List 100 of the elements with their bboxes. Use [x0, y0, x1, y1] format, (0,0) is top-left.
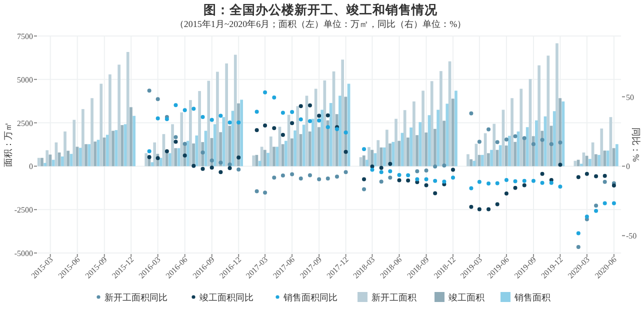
point	[415, 169, 420, 174]
point	[594, 204, 598, 208]
point	[147, 88, 152, 93]
point	[513, 179, 518, 184]
point	[192, 164, 196, 168]
bar	[312, 118, 314, 166]
bar	[370, 150, 374, 166]
bar	[520, 88, 523, 166]
bar	[422, 90, 424, 166]
point	[210, 166, 214, 170]
point	[236, 168, 241, 172]
bar	[90, 98, 94, 166]
point	[308, 103, 312, 108]
bar	[284, 140, 288, 166]
point	[602, 180, 607, 184]
bar	[37, 158, 40, 166]
point	[469, 186, 474, 190]
point	[254, 128, 259, 132]
y2-tick-label: 50	[626, 92, 634, 102]
bar	[430, 81, 434, 166]
bar	[410, 127, 412, 166]
point	[200, 150, 205, 154]
bar	[281, 144, 284, 166]
bar	[64, 131, 66, 166]
bar	[406, 138, 410, 166]
point	[379, 170, 384, 174]
point	[415, 177, 420, 182]
bar	[106, 134, 109, 166]
point	[344, 150, 348, 154]
point	[406, 178, 410, 183]
bar	[88, 144, 91, 166]
point	[486, 207, 491, 212]
bar	[504, 146, 508, 166]
point	[182, 154, 187, 158]
bar	[612, 148, 616, 166]
point	[602, 201, 607, 206]
point	[540, 180, 544, 185]
bar	[508, 136, 511, 166]
point	[549, 142, 554, 146]
bar	[180, 112, 184, 166]
point	[210, 158, 214, 163]
point	[397, 178, 402, 182]
point	[308, 173, 312, 178]
point	[531, 178, 536, 183]
bar	[434, 128, 436, 166]
bar	[598, 154, 600, 166]
point	[182, 142, 187, 146]
bar	[153, 142, 156, 166]
bar	[398, 140, 401, 166]
bar	[338, 96, 342, 166]
bar	[442, 120, 446, 166]
bar	[470, 159, 473, 166]
point	[228, 166, 232, 170]
point	[477, 207, 482, 212]
point	[495, 202, 500, 206]
bar	[222, 117, 226, 166]
point	[522, 183, 526, 188]
point	[200, 166, 205, 171]
bar	[46, 150, 49, 166]
bar	[558, 98, 562, 166]
bar	[451, 98, 454, 166]
point	[602, 174, 607, 178]
point	[576, 231, 580, 236]
point	[290, 121, 294, 126]
bar	[362, 155, 366, 166]
bar	[272, 146, 276, 166]
point	[513, 186, 518, 190]
point	[612, 184, 616, 188]
point	[522, 136, 526, 140]
legend-label: 销售面积	[514, 292, 550, 302]
bar	[376, 140, 380, 166]
point	[164, 149, 169, 154]
bar	[287, 114, 290, 166]
bar	[108, 74, 112, 166]
point	[228, 120, 232, 124]
bar	[252, 155, 256, 166]
point	[433, 191, 438, 196]
bar	[416, 135, 418, 166]
bar	[171, 124, 174, 166]
bar	[556, 43, 558, 166]
bar	[341, 60, 344, 166]
point	[280, 132, 285, 137]
point	[192, 106, 196, 111]
bar	[320, 110, 324, 166]
legend-label: 竣工面积	[448, 292, 484, 302]
point	[584, 214, 589, 219]
point	[495, 181, 500, 186]
bar	[526, 127, 529, 166]
bar	[240, 100, 243, 166]
point	[486, 127, 491, 132]
y-tick-label: 0	[29, 162, 33, 172]
point	[174, 140, 178, 144]
bar	[174, 148, 178, 166]
bar	[540, 130, 544, 166]
chart-title: 图：全国办公楼新开工、竣工和销售情况	[204, 2, 438, 17]
legend-label: 新开工面积	[372, 292, 416, 302]
bar	[418, 122, 422, 166]
point	[362, 177, 366, 182]
point	[280, 174, 285, 178]
y-tick-label: 7500	[17, 32, 33, 41]
